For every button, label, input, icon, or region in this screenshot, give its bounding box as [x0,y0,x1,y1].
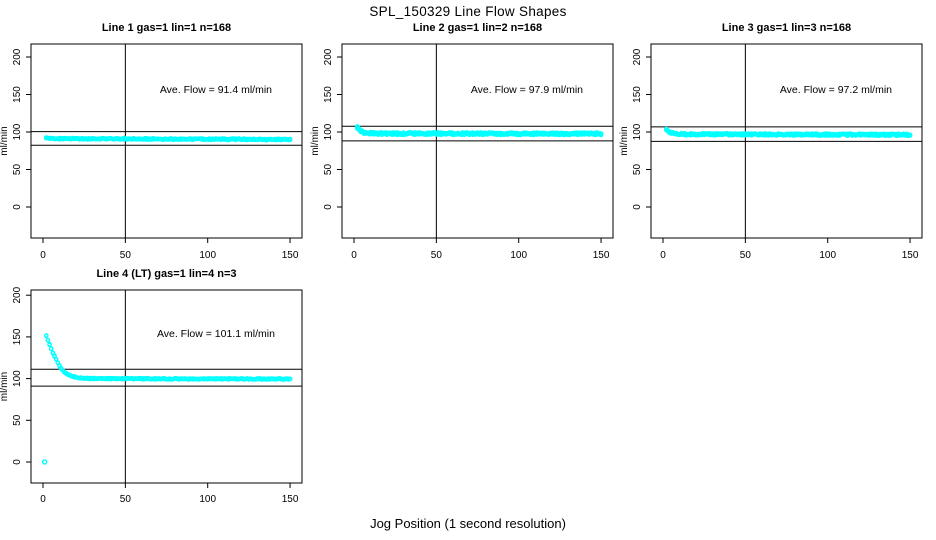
x-tick-label: 150 [282,250,299,261]
x-tick-label: 50 [120,494,132,505]
plot-frame [30,43,303,239]
flow-point [43,333,49,339]
avg-flow-annotation: Ave. Flow = 91.4 ml/min [160,84,272,96]
plot-frame [341,43,614,239]
x-tick-label: 0 [660,250,666,261]
flow-point [52,353,57,359]
x-tick-label: 50 [120,250,132,261]
y-tick-label: 200 [12,48,23,65]
x-tick-label: 50 [431,250,443,261]
reference-lines [342,125,613,142]
y-tick-label: 150 [12,328,23,345]
flow-point [287,376,293,382]
y-axis-title: ml/min [310,126,321,155]
panel-title: Line 3 gas=1 lin=3 n=168 [722,22,851,34]
avg-flow-annotation: Ave. Flow = 97.2 ml/min [780,84,892,96]
y-tick-label: 100 [632,123,643,140]
x-tick-label: 150 [902,250,919,261]
panel-title: Line 2 gas=1 lin=2 n=168 [413,22,542,34]
y-axis: 0 50 100 150 200 ml/min [0,286,31,465]
y-axis-title: ml/min [619,126,630,155]
y-tick-label: 150 [632,86,643,103]
data-points [43,135,293,143]
y-tick-label: 150 [12,86,23,103]
y-tick-label: 200 [323,48,334,65]
x-axis: 0 50 100 150 [40,238,299,261]
y-tick-label: 100 [323,123,334,140]
x-axis-label: Jog Position (1 second resolution) [370,516,566,531]
x-tick-label: 150 [593,250,610,261]
y-axis-title: ml/min [0,372,10,401]
y-tick-label: 200 [632,48,643,65]
y-tick-label: 0 [12,459,23,465]
reference-lines [31,368,302,387]
y-axis: 0 50 100 150 200 ml/min [619,48,651,210]
x-tick-label: 100 [199,494,216,505]
flow-point [53,356,59,362]
y-tick-label: 150 [323,86,334,103]
y-tick-label: 50 [12,164,23,176]
flow-point [287,137,293,143]
x-axis: 0 50 100 150 [660,238,919,261]
flow-point [907,133,913,138]
y-tick-label: 100 [12,370,23,387]
y-axis: 0 50 100 150 200 ml/min [310,48,342,210]
chart-title: SPL_150329 Line Flow Shapes [369,4,567,19]
y-tick-label: 200 [12,286,23,303]
y-tick-label: 0 [632,204,643,210]
avg-flow-annotation: Ave. Flow = 101.1 ml/min [157,328,275,340]
panel-line-4: Line 4 (LT) gas=1 lin=4 n=3 0 50 100 150 0 50 1… [0,268,303,505]
x-tick-label: 0 [351,250,357,261]
flow-point [598,132,604,138]
x-tick-label: 150 [282,494,299,505]
panel-line-2: Line 2 gas=1 lin=2 n=168 0 50 100 150 0 50 100 1… [310,22,614,261]
flow-point [48,346,54,351]
y-axis-title: ml/min [0,126,10,155]
x-tick-label: 100 [510,250,527,261]
data-points [354,124,604,138]
data-points [663,126,913,139]
y-tick-label: 50 [323,164,334,176]
y-tick-label: 0 [12,204,23,210]
y-tick-label: 0 [323,204,334,210]
plot-frame [30,289,303,484]
plot-frame [650,43,923,239]
x-tick-label: 50 [740,250,752,261]
panel-line-1: Line 1 gas=1 lin=1 n=168 0 50 100 150 0 50 100 1… [0,22,303,261]
y-axis: 0 50 100 150 200 ml/min [0,48,31,210]
y-tick-label: 50 [632,164,643,176]
reference-lines [651,126,922,142]
x-axis: 0 50 100 150 [40,483,299,505]
y-tick-label: 50 [12,414,23,426]
reference-lines [31,131,302,146]
avg-flow-annotation: Ave. Flow = 97.9 ml/min [471,84,583,96]
x-tick-label: 100 [199,250,216,261]
outlier-point [41,459,48,465]
y-tick-label: 100 [12,123,23,140]
x-tick-label: 0 [40,494,46,505]
flow-point [45,338,51,343]
x-tick-label: 100 [819,250,836,261]
x-axis: 0 50 100 150 [351,238,610,261]
flow-point [47,341,52,347]
data-points [41,333,293,465]
panel-title: Line 1 gas=1 lin=1 n=168 [102,22,231,34]
x-tick-label: 0 [40,250,46,261]
panel-line-3: Line 3 gas=1 lin=3 n=168 0 50 100 150 0 50 100 1… [619,22,923,261]
panel-title: Line 4 (LT) gas=1 lin=4 n=3 [96,268,236,280]
